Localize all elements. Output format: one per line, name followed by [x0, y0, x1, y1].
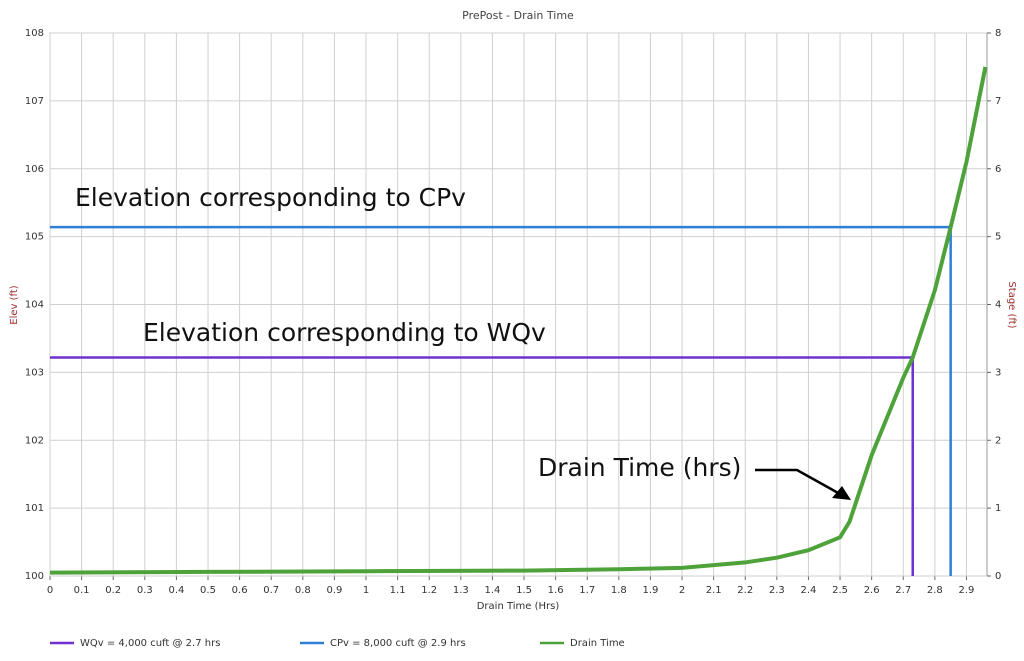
- y2-tick-label: 5: [995, 232, 1001, 243]
- x-tick-label: 2: [679, 585, 685, 596]
- x-tick-label: 0.1: [74, 585, 90, 596]
- x-tick-label: 0: [47, 585, 53, 596]
- y2-tick-label: 8: [995, 28, 1001, 39]
- x-tick-label: 2.2: [737, 585, 753, 596]
- y-tick-label: 104: [25, 300, 44, 311]
- x-tick-label: 1.8: [611, 585, 627, 596]
- chart-title: PrePost - Drain Time: [462, 9, 574, 22]
- y-tick-label: 107: [25, 96, 44, 107]
- x-tick-label: 0.3: [137, 585, 153, 596]
- y-tick-label: 101: [25, 503, 44, 514]
- legend-label: WQv = 4,000 cuft @ 2.7 hrs: [80, 638, 220, 649]
- y-tick-label: 108: [25, 28, 44, 39]
- x-tick-label: 1.3: [453, 585, 469, 596]
- y2-tick-label: 0: [995, 571, 1001, 582]
- x-tick-label: 2.9: [959, 585, 975, 596]
- y-tick-label: 103: [25, 367, 44, 378]
- legend-label: CPv = 8,000 cuft @ 2.9 hrs: [330, 638, 466, 649]
- y-tick-label: 102: [25, 435, 44, 446]
- legend-label: Drain Time: [570, 638, 625, 649]
- y-tick-label: 106: [25, 164, 44, 175]
- x-tick-label: 1.6: [548, 585, 564, 596]
- x-tick-label: 2.8: [927, 585, 943, 596]
- x-tick-label: 2.5: [832, 585, 848, 596]
- y2-tick-label: 1: [995, 503, 1001, 514]
- x-tick-label: 2.6: [864, 585, 880, 596]
- x-tick-label: 1.4: [484, 585, 500, 596]
- x-tick-label: 2.4: [800, 585, 816, 596]
- series-line: [49, 66, 988, 575]
- x-tick-label: 2.3: [769, 585, 785, 596]
- y-tick-label: 105: [25, 232, 44, 243]
- y2-tick-label: 4: [995, 300, 1001, 311]
- y2-tick-label: 7: [995, 96, 1001, 107]
- series-group: [49, 66, 988, 576]
- x-axis-label: Drain Time (Hrs): [477, 601, 560, 612]
- x-tick-label: 2.7: [895, 585, 911, 596]
- grid: 0 0.1 0.2 0.3 0.4 0.5 0.6 0.7 0.8 0.9 1 1.1 1.2 1.3 1.…: [25, 28, 1001, 596]
- y2-tick-label: 6: [995, 164, 1001, 175]
- arrow-head: [832, 486, 851, 500]
- annotation: Drain Time (hrs): [538, 453, 741, 482]
- x-tick-label: 1.2: [421, 585, 437, 596]
- x-tick-label: 0.4: [168, 585, 184, 596]
- annotation: Elevation corresponding to CPv: [75, 183, 466, 212]
- x-tick-label: 0.6: [232, 585, 248, 596]
- x-tick-label: 1: [363, 585, 369, 596]
- y2-tick-label: 2: [995, 435, 1001, 446]
- x-tick-label: 1.9: [642, 585, 658, 596]
- x-tick-label: 0.5: [200, 585, 216, 596]
- x-tick-label: 1.1: [390, 585, 406, 596]
- x-tick-label: 1.7: [579, 585, 595, 596]
- y-axis-label: Elev (ft): [9, 285, 20, 325]
- y2-axis-label: Stage (ft): [1006, 281, 1017, 328]
- y2-tick-label: 3: [995, 367, 1001, 378]
- x-tick-label: 1.5: [516, 585, 532, 596]
- legend: WQv = 4,000 cuft @ 2.7 hrs CPv = 8,000 cu…: [50, 638, 625, 649]
- x-tick-label: 2.1: [706, 585, 722, 596]
- x-tick-label: 0.2: [105, 585, 121, 596]
- x-tick-label: 0.8: [295, 585, 311, 596]
- y-tick-label: 100: [25, 571, 44, 582]
- annotation-arrow: [755, 468, 841, 496]
- x-tick-label: 0.9: [326, 585, 342, 596]
- annotation: Elevation corresponding to WQv: [143, 318, 546, 347]
- x-tick-label: 0.7: [263, 585, 279, 596]
